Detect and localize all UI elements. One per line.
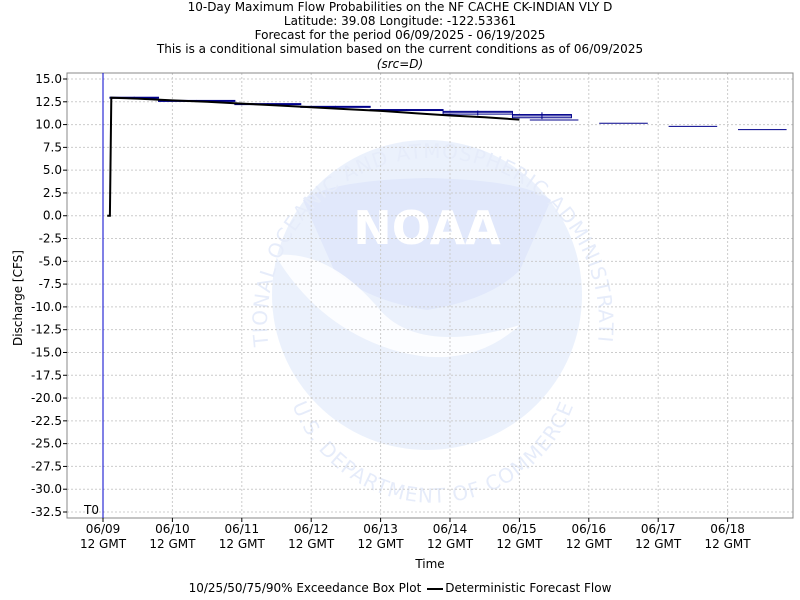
y-tick-label: 10.0 [35,118,62,132]
simulation-note: This is a conditional simulation based o… [156,42,644,56]
x-tick-label-date: 06/14 [433,522,468,536]
x-tick-label-time: 12 GMT [705,537,752,551]
boxplot-box [511,112,572,120]
y-tick-label: 7.5 [43,140,62,154]
noaa-watermark: NOAA NATIONAL OCEANIC AND ATMOSPHERIC AD… [0,0,617,508]
x-tick-label-time: 12 GMT [566,537,613,551]
deterministic-series [107,96,520,217]
legend: 10/25/50/75/90% Exceedance Box Plot Deter… [0,581,800,595]
x-tick-label-time: 12 GMT [427,537,474,551]
noaa-bird-icon [303,178,551,310]
y-tick-label: -2.5 [39,232,62,246]
y-tick-label: -10.0 [31,300,62,314]
y-tick-label: 5.0 [43,163,62,177]
x-tick-label-time: 12 GMT [496,537,543,551]
x-tick-label-date: 06/15 [502,522,537,536]
x-tick-label-time: 12 GMT [219,537,266,551]
x-tick-label-date: 06/16 [572,522,607,536]
y-tick-label: -7.5 [39,277,62,291]
t0-label: T0 [83,503,99,517]
x-tick-label-time: 12 GMT [358,537,405,551]
y-tick-label: 0.0 [43,209,62,223]
x-tick-label-time: 12 GMT [149,537,196,551]
y-tick-label: -5.0 [39,254,62,268]
legend-flow-label: Deterministic Forecast Flow [445,581,612,595]
x-tick-label-date: 06/11 [225,522,260,536]
grid [67,73,793,518]
x-tick-label-time: 12 GMT [288,537,335,551]
y-tick-label: -32.5 [31,505,62,519]
y-tick-label: -30.0 [31,482,62,496]
y-tick-label: -12.5 [31,323,62,337]
x-axis-label: Time [414,557,444,571]
x-tick-label-date: 06/09 [86,522,121,536]
y-tick-label: 12.5 [35,95,62,109]
x-tick-label-date: 06/18 [710,522,745,536]
y-tick-label: -17.5 [31,368,62,382]
legend-flow-swatch [427,587,444,590]
boxplot-box [442,110,513,116]
flow-chart: NOAA NATIONAL OCEANIC AND ATMOSPHERIC AD… [0,0,794,571]
source-note: (src=D) [376,57,424,71]
y-tick-label: -27.5 [31,459,62,473]
axes: 15.0 12.5 10.0 7.5 5.0 2.5 0.0 -2.5 -5.0 -7.5 -10.… [31,72,794,551]
x-tick-label-date: 06/10 [155,522,190,536]
forecast-period: Forecast for the period 06/09/2025 - 06/… [254,28,546,42]
y-tick-label: 2.5 [43,186,62,200]
legend-boxplot-label: 10/25/50/75/90% Exceedance Box Plot [188,581,422,595]
noaa-logo-text: NOAA [353,201,501,255]
x-tick-label-date: 06/17 [641,522,676,536]
x-tick-label-date: 06/13 [363,522,398,536]
y-tick-label: 15.0 [35,72,62,86]
x-tick-label-time: 12 GMT [80,537,127,551]
location-coordinates: Latitude: 39.08 Longitude: -122.53361 [283,14,517,28]
deterministic-flow-line [107,96,520,217]
y-tick-label: -20.0 [31,391,62,405]
y-axis-label: Discharge [CFS] [11,250,25,346]
x-tick-label-date: 06/12 [294,522,329,536]
y-tick-label: -15.0 [31,345,62,359]
x-tick-label-time: 12 GMT [635,537,682,551]
chart-title: 10-Day Maximum Flow Probabilities on the… [187,0,613,14]
plot-frame [66,72,794,519]
y-tick-label: -22.5 [31,414,62,428]
y-tick-label: -25.0 [31,437,62,451]
